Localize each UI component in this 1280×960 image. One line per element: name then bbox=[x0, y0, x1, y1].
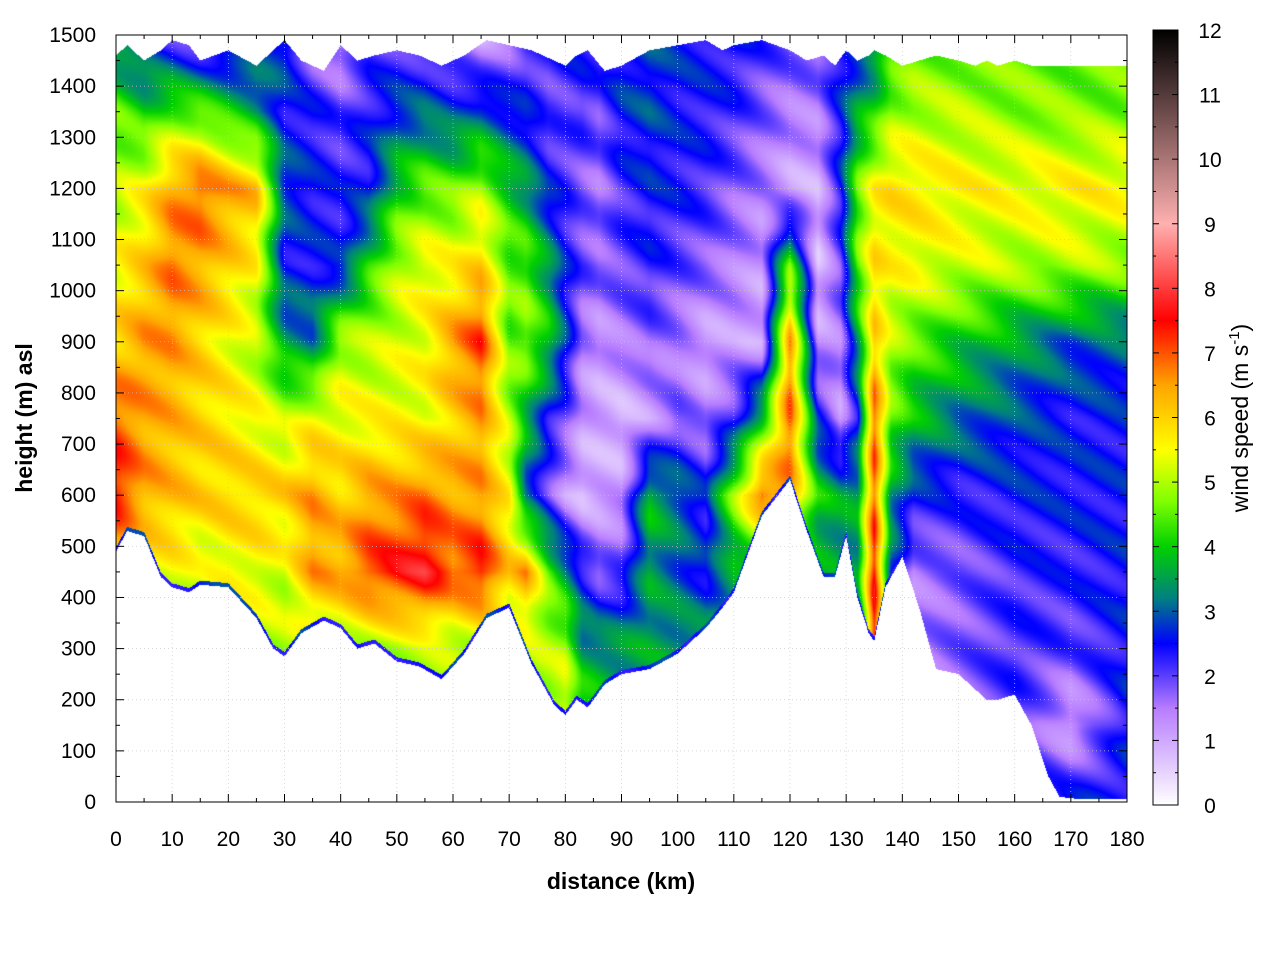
x-axis-ticks bbox=[115, 35, 1128, 802]
x-axis-tick-labels: 0 10 20 30 40 50 60 70 80 90 100 110 120 130 140 150 160… bbox=[110, 828, 1144, 851]
x-tick-label: 0 bbox=[110, 828, 122, 851]
x-tick-label: 20 bbox=[217, 828, 240, 851]
y-tick-label: 1500 bbox=[49, 24, 96, 47]
y-tick-label: 600 bbox=[61, 484, 96, 507]
y-axis-title: height (m) asl bbox=[11, 343, 37, 493]
y-tick-label: 900 bbox=[61, 331, 96, 354]
x-tick-label: 150 bbox=[941, 828, 976, 851]
x-tick-label: 110 bbox=[717, 828, 750, 851]
y-tick-label: 1000 bbox=[49, 280, 96, 303]
x-tick-label: 120 bbox=[772, 828, 807, 851]
wind-speed-heatmap bbox=[116, 35, 1127, 802]
colorbar-tick-label: 6 bbox=[1204, 408, 1216, 431]
x-tick-label: 40 bbox=[329, 828, 352, 851]
y-tick-label: 800 bbox=[61, 382, 96, 405]
y-tick-label: 1400 bbox=[49, 75, 96, 98]
colorbar-tick-label: 2 bbox=[1204, 666, 1216, 689]
colorbar-tick-label: 11 bbox=[1199, 85, 1221, 108]
y-tick-label: 1300 bbox=[49, 126, 96, 149]
y-tick-label: 1100 bbox=[51, 229, 96, 252]
colorbar-tick-label: 7 bbox=[1204, 343, 1216, 366]
grid-lines bbox=[116, 35, 1127, 802]
x-tick-label: 80 bbox=[554, 828, 577, 851]
x-tick-label: 30 bbox=[273, 828, 296, 851]
x-tick-label: 60 bbox=[441, 828, 464, 851]
x-tick-label: 140 bbox=[885, 828, 920, 851]
plot-area bbox=[115, 34, 1128, 803]
colorbar-tick-label: 8 bbox=[1204, 278, 1216, 301]
x-tick-label: 10 bbox=[160, 828, 183, 851]
colorbar-title: wind speed (m s-1) bbox=[1226, 324, 1253, 513]
y-tick-label: 300 bbox=[61, 638, 96, 661]
colorbar-ticks bbox=[1153, 29, 1178, 806]
colorbar-tick-label: 9 bbox=[1204, 214, 1216, 237]
y-tick-label: 400 bbox=[61, 586, 96, 609]
colorbar-tick-label: 3 bbox=[1204, 601, 1216, 624]
y-tick-label: 1200 bbox=[49, 177, 96, 200]
x-tick-label: 70 bbox=[497, 828, 520, 851]
colorbar-tick-label: 4 bbox=[1204, 537, 1216, 560]
colorbar-title-end: ) bbox=[1227, 324, 1253, 332]
y-axis-tick-labels: 0 100 200 300 400 500 600 700 800 900 1000 1100 1200… bbox=[49, 24, 96, 814]
colorbar-tick-label: 5 bbox=[1204, 472, 1216, 495]
colorbar-tick-label: 0 bbox=[1204, 795, 1216, 818]
y-tick-label: 200 bbox=[61, 689, 96, 712]
x-tick-label: 90 bbox=[610, 828, 633, 851]
y-tick-label: 700 bbox=[61, 433, 96, 456]
y-axis-ticks bbox=[116, 34, 1127, 803]
x-tick-label: 130 bbox=[829, 828, 864, 851]
x-tick-label: 100 bbox=[660, 828, 695, 851]
x-axis-title: distance (km) bbox=[547, 868, 695, 894]
y-tick-label: 0 bbox=[84, 791, 96, 814]
x-tick-label: 170 bbox=[1053, 828, 1088, 851]
y-tick-label: 100 bbox=[61, 740, 96, 763]
x-tick-label: 160 bbox=[997, 828, 1032, 851]
y-tick-label: 500 bbox=[61, 535, 96, 558]
colorbar-title-superscript: -1 bbox=[1226, 331, 1243, 344]
x-tick-label: 50 bbox=[385, 828, 408, 851]
colorbar-tick-label: 1 bbox=[1204, 730, 1216, 753]
colorbar-tick-label: 12 bbox=[1198, 20, 1221, 43]
colorbar-title-main: wind speed (m s bbox=[1227, 345, 1253, 513]
colorbar-tick-label: 10 bbox=[1198, 149, 1221, 172]
x-tick-label: 180 bbox=[1109, 828, 1144, 851]
